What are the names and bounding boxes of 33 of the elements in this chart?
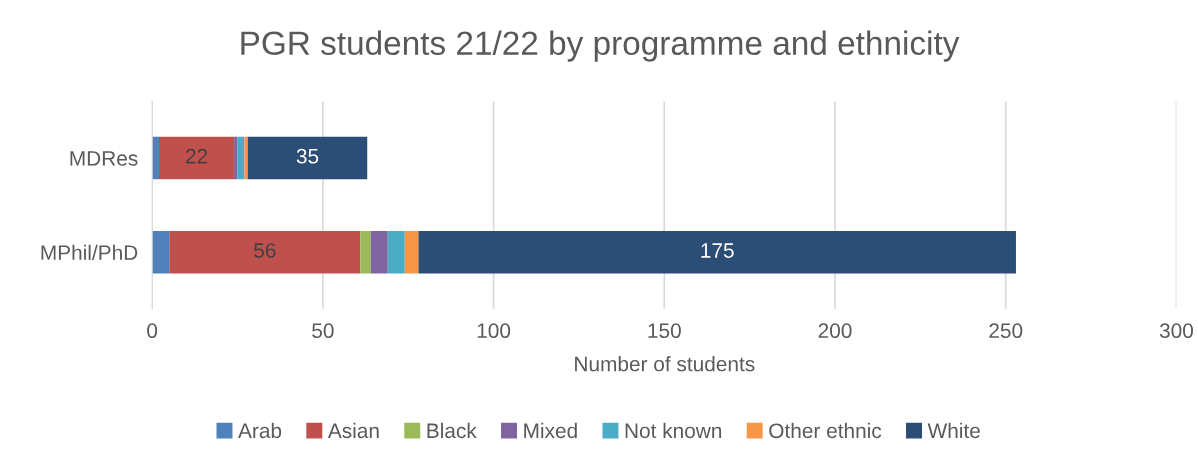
x-axis-title: Number of students <box>575 356 755 372</box>
legend-label: Not known <box>625 422 722 439</box>
data-label: 22 <box>185 148 208 164</box>
bar <box>387 231 405 274</box>
bar <box>418 231 1016 274</box>
legend-label: Arab <box>238 422 282 439</box>
x-tick-label: 250 <box>989 323 1023 339</box>
legend-label: White <box>927 422 980 439</box>
legend-label: Mixed <box>524 422 577 439</box>
x-tick-label: 100 <box>477 323 511 339</box>
data-label: 175 <box>701 243 734 258</box>
legend-label: Asian <box>327 422 379 439</box>
bar <box>158 136 235 180</box>
x-tick-label: 150 <box>648 323 681 339</box>
legend-label: Other ethnic <box>769 422 882 439</box>
bar <box>244 136 248 180</box>
data-label: 56 <box>254 243 276 258</box>
x-tick-label: 50 <box>312 323 334 339</box>
y-tick-label: MDRes <box>70 151 138 166</box>
bar <box>234 136 238 180</box>
x-tick-label: 300 <box>1159 323 1193 339</box>
chart-title: PGR students 21/22 by programme and ethnicity <box>241 30 960 62</box>
y-tick-label: MPhil/PhD <box>41 244 138 261</box>
bar <box>370 231 388 274</box>
bar <box>247 136 368 180</box>
x-tick-label: 0 <box>147 323 158 339</box>
x-tick-label: 200 <box>818 323 852 339</box>
bar <box>360 231 371 274</box>
data-label: 35 <box>296 148 319 164</box>
bar <box>152 231 170 274</box>
bar <box>169 231 361 274</box>
bar <box>404 231 419 274</box>
legend-label: Black <box>427 422 477 439</box>
